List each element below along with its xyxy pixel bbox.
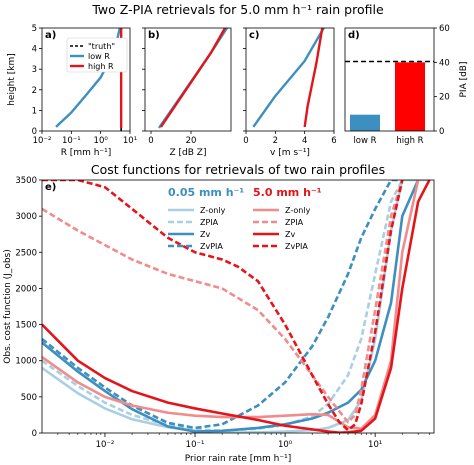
series-line-3 [42, 180, 403, 430]
x-tick-label: 0 [243, 136, 248, 146]
legend-label: high R [88, 62, 114, 71]
y-tick-label: 2000 [15, 284, 37, 294]
legend-label: ZPIA [285, 218, 304, 227]
x-tick-label: 10⁻² [33, 136, 52, 146]
panel-b: 0 20 b) Z [dB Z] [142, 27, 232, 158]
y-tick-label: 60 [439, 24, 450, 34]
y-tick-label: 20 [439, 93, 450, 103]
y-tick-label: 1 [32, 106, 37, 116]
panel-label: b) [148, 30, 160, 41]
x-tick-label: 20 [186, 136, 197, 146]
y-tick-label: 40 [439, 58, 450, 68]
legend-label: Z-only [200, 206, 226, 215]
axes-frame [245, 27, 335, 132]
legend-label: low R [88, 52, 110, 61]
panel-label: c) [249, 30, 260, 41]
y-tick-label: 3000 [15, 212, 37, 222]
x-tick-label: 10⁻² [96, 440, 115, 450]
bar-1 [395, 62, 425, 132]
legend-label: Zv [200, 230, 210, 239]
series-line-1 [252, 28, 325, 128]
x-tick-label: 10⁰ [94, 136, 109, 146]
legend-label: Z-only [285, 206, 311, 215]
category-label: high R [396, 136, 423, 146]
y-tick-label: 1500 [15, 321, 37, 331]
series-line-4 [42, 180, 420, 430]
legend-label: "truth" [88, 42, 115, 51]
y-tick-label: 3500 [15, 176, 37, 186]
x-tick-label: 2 [273, 136, 278, 146]
y-tick-label: 4 [32, 45, 37, 55]
panel-label: e) [45, 182, 56, 193]
x-tick-label: 10⁰ [278, 440, 293, 450]
top-title: Two Z-PIA retrievals for 5.0 mm h⁻¹ rain… [91, 2, 384, 17]
y-tick-label: 0 [439, 127, 444, 137]
x-axis-label: v [m s⁻¹] [270, 148, 310, 158]
legend-label: Zv [285, 230, 295, 239]
axes-frame [344, 27, 435, 132]
legend-label: ZPIA [200, 218, 219, 227]
bottom-title: Cost functions for retrievals of two rai… [91, 162, 385, 177]
panel-e: 10⁻² 10⁻¹ 10⁰ 10¹ 0 500 1000 1500 2000 2500 3000 35… [3, 176, 435, 464]
panel-label: a) [45, 30, 56, 41]
y-tick-label: 0 [32, 127, 37, 137]
x-axis-label: Z [dB Z] [170, 148, 207, 158]
y-tick-label: 0 [32, 429, 37, 439]
y-axis-label: PIA [dB] [459, 61, 469, 97]
legend-header: 0.05 mm h⁻¹ [168, 186, 244, 199]
panel-c: 0 2 4 6 c) v [m s⁻¹] [243, 27, 337, 158]
y-axis-label: height [km] [7, 53, 17, 106]
series-line-7 [42, 180, 404, 432]
x-tick-label: 0 [148, 136, 153, 146]
legend: 0.05 mm h⁻¹ Z-only ZPIA Zv ZvPIA 5.0 mm h⁻¹ Z-… [168, 186, 322, 251]
x-tick-label: 10¹ [123, 136, 137, 146]
axes-frame [41, 27, 131, 132]
y-tick-label: 5 [32, 24, 37, 34]
legend-label: ZvPIA [285, 242, 308, 251]
category-label: low R [353, 136, 376, 146]
x-tick-label: 10¹ [368, 440, 382, 450]
x-axis-label: R [mm h⁻¹] [61, 148, 112, 158]
panel-label: d) [348, 30, 360, 41]
legend-header: 5.0 mm h⁻¹ [253, 186, 322, 199]
axes-frame [144, 27, 232, 132]
series-line-5 [42, 180, 404, 424]
bar-0 [350, 114, 380, 131]
x-tick-label: 10⁻¹ [62, 136, 81, 146]
panel-a: 10⁻² 10⁻¹ 10⁰ 10¹ 0 1 2 3 4 5 a) R [mm h⁻¹] height [… [7, 24, 137, 158]
y-tick-label: 2 [32, 86, 37, 96]
y-tick-label: 2500 [15, 248, 37, 258]
y-tick-label: 3 [32, 65, 37, 75]
series-line-2 [160, 28, 227, 128]
series-line-6 [42, 180, 431, 433]
series-line-2 [303, 28, 324, 128]
x-tick-label: 4 [302, 136, 307, 146]
x-tick-label: 10⁻¹ [186, 440, 205, 450]
panel-d: low R high R 0 20 40 60 d) PIA [dB] [344, 24, 469, 146]
legend-label: ZvPIA [200, 242, 223, 251]
x-axis-label: Prior rain rate [mm h⁻¹] [185, 454, 291, 464]
x-tick-label: 6 [331, 136, 336, 146]
y-tick-label: 1000 [15, 357, 37, 367]
y-axis-label: Obs. cost function (J_obs) [3, 249, 13, 363]
y-tick-label: 500 [21, 393, 37, 403]
